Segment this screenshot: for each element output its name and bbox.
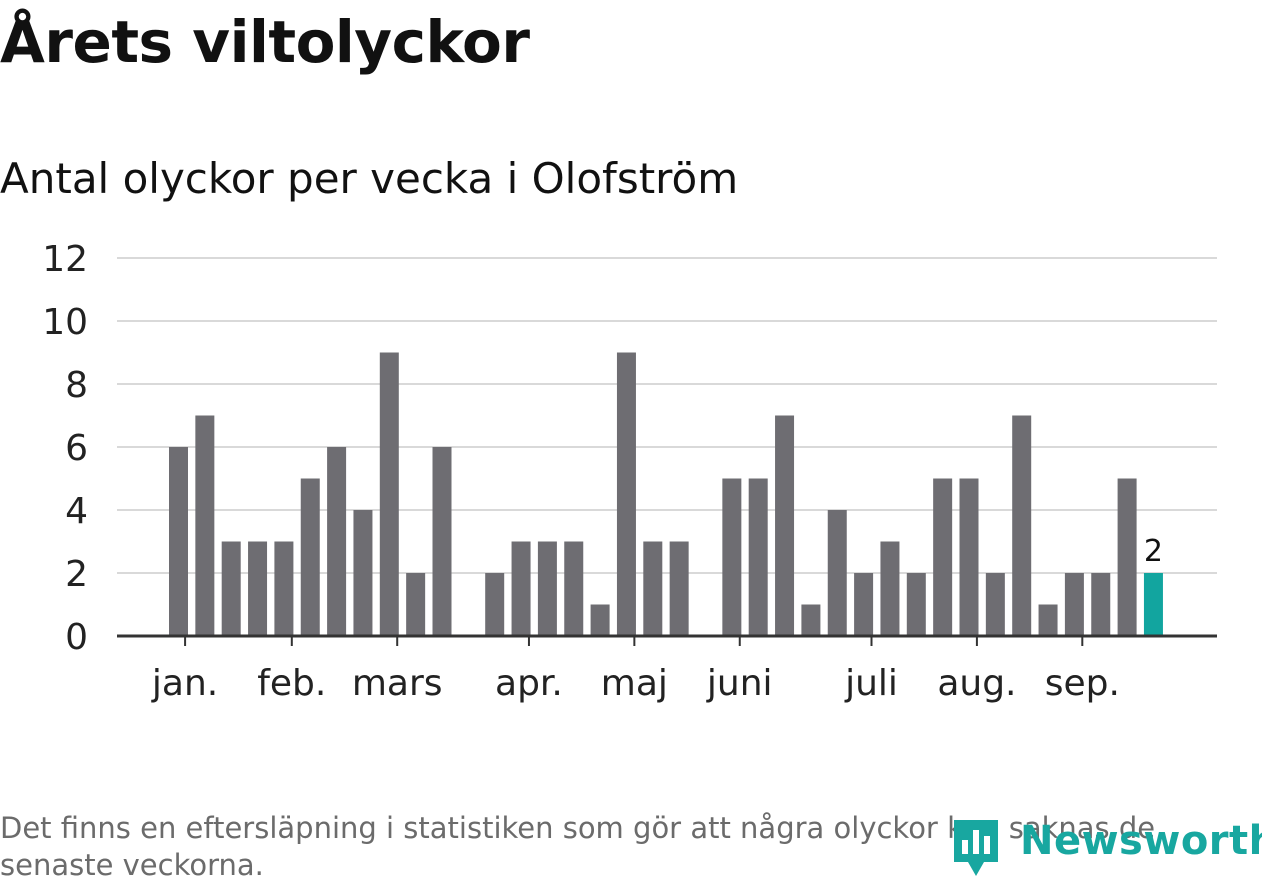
bar-week-28 — [827, 510, 847, 636]
bars — [169, 352, 1163, 636]
bar-week-15 — [485, 573, 505, 636]
bar-week-34 — [985, 573, 1005, 636]
y-axis-tick-labels: 0 2 4 6 8 10 12 — [42, 239, 88, 658]
brand-name: Newsworthy — [1020, 818, 1262, 864]
y-tick-label: 10 — [42, 302, 88, 343]
x-tick-label: maj — [601, 663, 668, 704]
chart-title: Årets viltolyckor — [0, 8, 530, 76]
x-axis-month-labels: jan. feb. mars apr. maj juni juli aug. sep. — [151, 663, 1120, 704]
bar-week-16 — [511, 541, 531, 636]
bar-week-4 — [195, 415, 215, 636]
y-tick-label: 6 — [65, 428, 88, 469]
bar-week-25 — [748, 478, 768, 636]
bar-week-35 — [1012, 415, 1032, 636]
bar-week-5 — [221, 541, 241, 636]
y-tick-label: 8 — [65, 365, 88, 406]
bar-week-40 — [1143, 573, 1163, 636]
bar-week-36 — [1038, 604, 1058, 636]
data-label-week-40: 2 — [1144, 534, 1163, 569]
bar-week-13 — [432, 447, 452, 636]
bar-week-31 — [906, 573, 926, 636]
bar-week-32 — [933, 478, 953, 636]
newsworthy-logo-icon — [954, 820, 998, 876]
y-tick-label: 2 — [65, 554, 88, 595]
x-tick-label: jan. — [151, 663, 218, 704]
bar-week-9 — [327, 447, 347, 636]
x-tick-label: feb. — [257, 663, 326, 704]
x-tick-label: juni — [706, 663, 773, 704]
data-labels: 2 — [1144, 534, 1163, 569]
y-tick-label: 12 — [42, 239, 88, 280]
bar-week-27 — [801, 604, 821, 636]
bar-week-29 — [854, 573, 874, 636]
bar-week-19 — [590, 604, 610, 636]
bar-week-10 — [353, 510, 373, 636]
y-tick-label: 4 — [65, 491, 88, 532]
bar-week-21 — [643, 541, 663, 636]
bar-week-38 — [1091, 573, 1111, 636]
bar-week-22 — [669, 541, 689, 636]
x-tick-label: juli — [844, 663, 898, 704]
x-tick-label: apr. — [495, 663, 563, 704]
bar-week-39 — [1117, 478, 1137, 636]
bar-week-11 — [379, 352, 399, 636]
gridlines — [117, 257, 1217, 574]
bar-week-7 — [274, 541, 294, 636]
bar-week-18 — [564, 541, 584, 636]
bar-week-8 — [300, 478, 320, 636]
bar-week-30 — [880, 541, 900, 636]
x-tick-label: aug. — [937, 663, 1016, 704]
bar-week-17 — [537, 541, 557, 636]
chart-subtitle: Antal olyckor per vecka i Olofström — [0, 154, 739, 203]
bar-week-37 — [1064, 573, 1084, 636]
weekly-accidents-bar-chart: 0 2 4 6 8 10 12 jan. feb. mars apr. maj juni juli aug… — [42, 239, 1217, 704]
bar-week-12 — [406, 573, 426, 636]
x-tick-label: sep. — [1045, 663, 1120, 704]
x-tick-label: mars — [352, 663, 443, 704]
bar-week-20 — [616, 352, 636, 636]
bar-week-24 — [722, 478, 742, 636]
bar-week-26 — [775, 415, 795, 636]
bar-week-33 — [959, 478, 979, 636]
bar-week-6 — [248, 541, 268, 636]
bar-week-3 — [169, 447, 188, 636]
y-tick-label: 0 — [65, 617, 88, 658]
brand-logo: Newsworthy — [950, 812, 1262, 879]
x-axis — [117, 634, 1217, 646]
